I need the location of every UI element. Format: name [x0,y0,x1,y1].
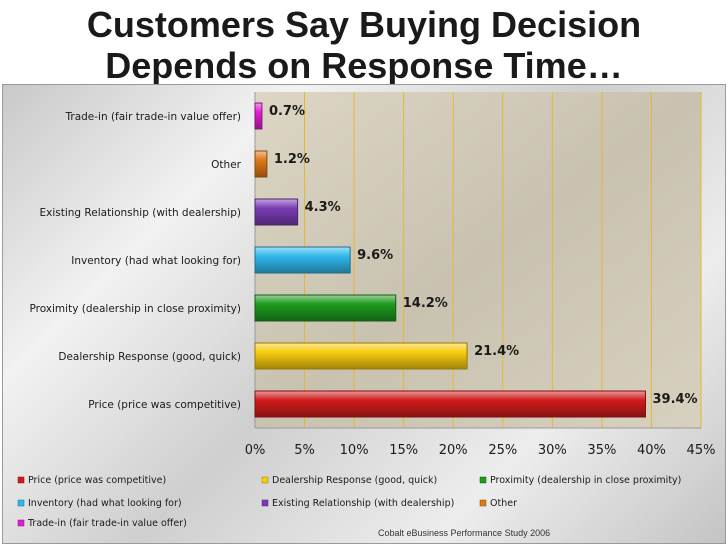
x-tick-label: 30% [538,443,567,458]
slide-title: Customers Say Buying Decision Depends on… [0,0,728,86]
bar [254,150,268,178]
category-label: Trade-in (fair trade-in value offer) [65,111,242,123]
slide-title-line-2: Depends on Response Time… [105,45,623,86]
category-label: Inventory (had what looking for) [71,255,241,267]
x-tick-label: 10% [340,443,369,458]
legend-swatch [479,499,487,507]
legend-label: Other [490,498,517,509]
legend-label: Price (price was competitive) [28,475,166,486]
bar [254,390,646,418]
bar-value-label: 9.6% [357,248,393,263]
bar [254,198,299,226]
bar [254,342,468,370]
category-label: Price (price was competitive) [88,399,241,411]
category-label: Proximity (dealership in close proximity… [29,303,241,315]
legend-swatch [479,476,487,484]
x-tick-label: 15% [389,443,418,458]
bar [254,246,351,274]
legend-label: Existing Relationship (with dealership) [272,498,454,509]
legend-swatch [17,476,25,484]
legend-label: Proximity (dealership in close proximity… [490,475,681,486]
slide-title-line-1: Customers Say Buying Decision [86,4,642,45]
bar [254,294,397,322]
legend-swatch [261,499,269,507]
legend-label: Inventory (had what looking for) [28,498,182,509]
x-tick-label: 25% [488,443,517,458]
bar-value-label: 39.4% [652,392,697,407]
bar-value-label: 4.3% [305,200,341,215]
legend-swatch [261,476,269,484]
source-note: Cobalt eBusiness Performance Study 2006 [378,528,551,538]
legend-label: Dealership Response (good, quick) [272,475,437,486]
category-label: Other [211,159,241,171]
bar-value-label: 14.2% [403,296,448,311]
legend-swatch [17,499,25,507]
bar [254,102,263,130]
bar-value-label: 1.2% [274,152,310,167]
category-label: Dealership Response (good, quick) [58,351,241,363]
bar-value-label: 21.4% [474,344,519,359]
x-tick-label: 45% [687,443,716,458]
category-label: Existing Relationship (with dealership) [40,207,242,219]
legend-label: Trade-in (fair trade-in value offer) [27,518,187,529]
x-tick-label: 5% [294,443,315,458]
x-tick-label: 0% [245,443,266,458]
x-tick-label: 20% [439,443,468,458]
bar-value-label: 0.7% [269,104,305,119]
legend-swatch [17,519,25,527]
x-tick-label: 35% [587,443,616,458]
x-tick-label: 40% [637,443,666,458]
